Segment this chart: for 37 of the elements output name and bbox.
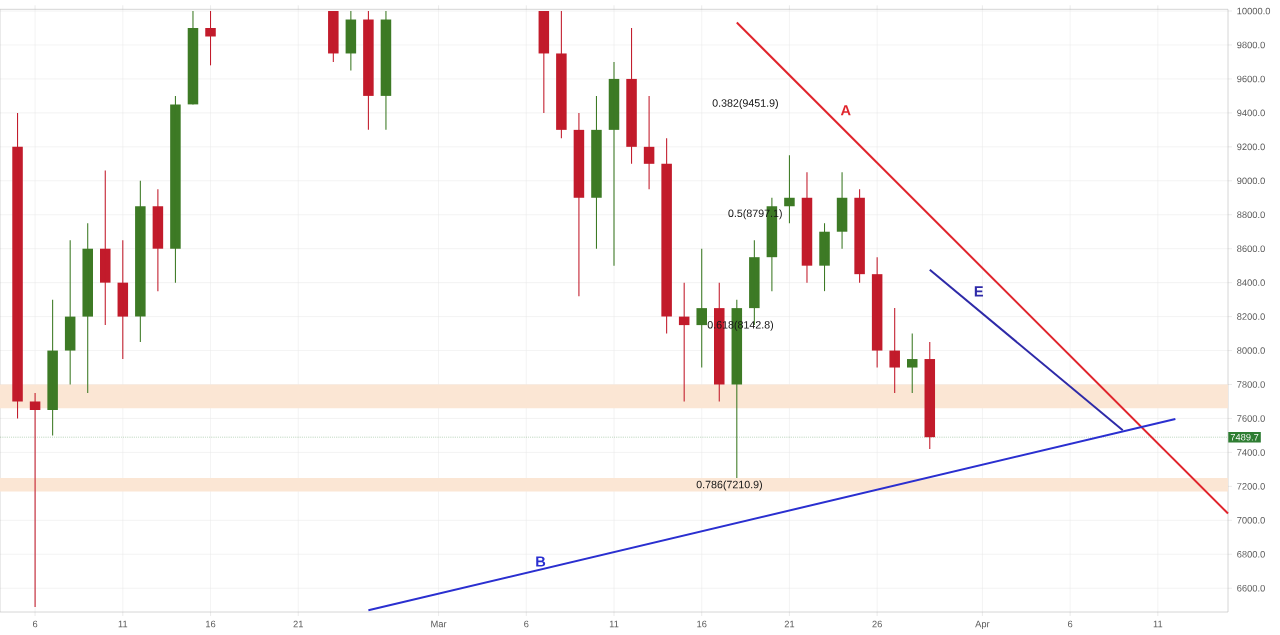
x-tick-label: Mar xyxy=(431,620,447,628)
y-tick-label: 8600.0 xyxy=(1237,245,1265,252)
x-tick-label: Apr xyxy=(975,620,990,630)
series-label: A xyxy=(840,105,851,116)
x-tick-label: 26 xyxy=(872,620,882,628)
y-tick-label: 8400.0 xyxy=(1237,279,1265,286)
y-tick-label: 9600.0 xyxy=(1237,75,1265,83)
annotation: 0.786(7210.9) xyxy=(696,480,762,491)
annotation: 0.382(9451.9) xyxy=(712,98,778,109)
x-tick-label: 16 xyxy=(206,620,216,628)
x-tick-label: 21 xyxy=(293,620,303,628)
y-tick-label: 9000.0 xyxy=(1237,177,1265,185)
x-tick-label: 16 xyxy=(697,620,707,628)
y-tick-label: 9400.0 xyxy=(1237,109,1265,117)
y-tick-label: 8000.0 xyxy=(1237,347,1265,354)
y-tick-label: 10000.0 xyxy=(1237,7,1271,15)
y-tick-label: 6600.0 xyxy=(1237,584,1265,592)
y-tick-label: 7200.0 xyxy=(1237,483,1265,490)
x-tick-label: 6 xyxy=(1068,620,1073,628)
x-tick-label: 21 xyxy=(784,620,795,628)
x-tick-label: 11 xyxy=(1153,620,1163,628)
ref-line-label: 7489.7 xyxy=(1230,433,1259,441)
y-tick-label: 8200.0 xyxy=(1237,313,1265,320)
y-tick-label: 9200.0 xyxy=(1237,143,1265,151)
series-label: B xyxy=(536,556,546,567)
y-tick-label: 7600.0 xyxy=(1237,415,1265,422)
x-tick-label: 11 xyxy=(609,620,619,628)
y-tick-label: 8800.0 xyxy=(1237,211,1265,219)
y-tick-label: 6800.0 xyxy=(1237,550,1265,558)
y-tick-label: 7000.0 xyxy=(1237,517,1265,524)
x-tick-label: 6 xyxy=(524,620,529,628)
series-label: E xyxy=(974,286,984,297)
y-tick-label: 7400.0 xyxy=(1237,449,1265,456)
x-tick-label: 6 xyxy=(32,620,38,628)
y-tick-label: 7800.0 xyxy=(1237,381,1265,388)
x-tick-label: 11 xyxy=(118,620,128,628)
y-tick-label: 9800.0 xyxy=(1237,41,1265,49)
